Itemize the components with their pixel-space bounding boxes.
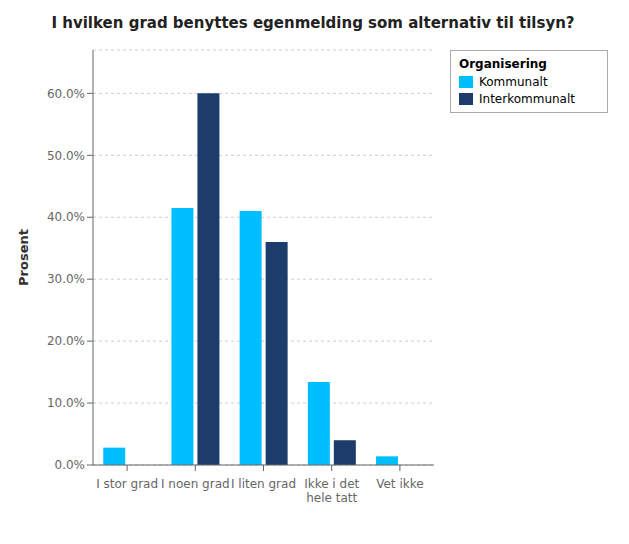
svg-text:I stor grad: I stor grad bbox=[96, 477, 158, 491]
html-text:Kommunalt: Kommunalt bbox=[479, 75, 548, 89]
svg-text:Prosent: Prosent bbox=[16, 229, 31, 286]
svg-text:Vet ikke: Vet ikke bbox=[376, 477, 423, 491]
svg-text:40.0%: 40.0% bbox=[47, 210, 85, 224]
html-text:Organisering: Organisering bbox=[459, 57, 547, 71]
svg-text:I noen grad: I noen grad bbox=[161, 477, 230, 491]
svg-text:10.0%: 10.0% bbox=[47, 396, 85, 410]
svg-text:I liten grad: I liten grad bbox=[231, 477, 296, 491]
svg-text:20.0%: 20.0% bbox=[47, 334, 85, 348]
html-text:Interkommunalt: Interkommunalt bbox=[479, 92, 575, 106]
svg-text:50.0%: 50.0% bbox=[47, 149, 85, 163]
svg-text:0.0%: 0.0% bbox=[55, 458, 86, 472]
html-text:I hvilken grad benyttes egenme: I hvilken grad benyttes egenmelding som … bbox=[51, 14, 575, 32]
svg-text:30.0%: 30.0% bbox=[47, 272, 85, 286]
svg-text:60.0%: 60.0% bbox=[47, 87, 85, 101]
svg-text:Ikke i dethele tatt: Ikke i dethele tatt bbox=[304, 477, 359, 505]
